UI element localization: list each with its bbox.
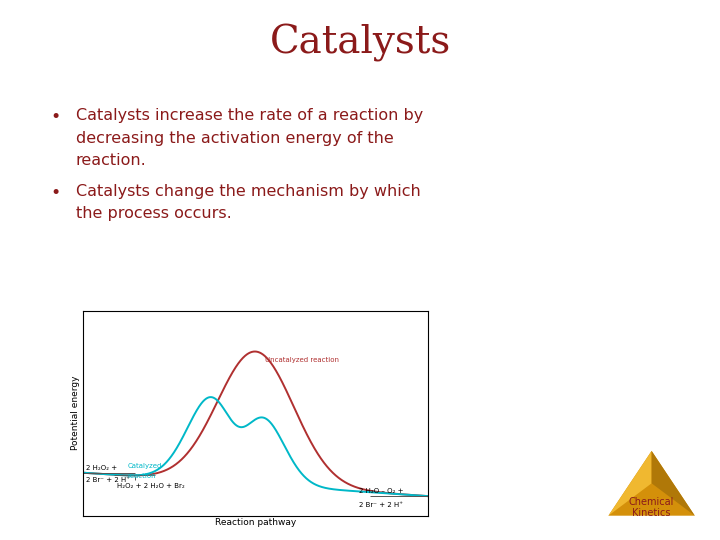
Text: •: • (50, 108, 60, 126)
Polygon shape (608, 451, 652, 516)
Text: decreasing the activation energy of the: decreasing the activation energy of the (76, 131, 393, 146)
Text: •: • (50, 184, 60, 201)
Text: Catalyzed: Catalyzed (127, 463, 162, 469)
X-axis label: Reaction pathway: Reaction pathway (215, 518, 296, 528)
Text: reaction.: reaction. (76, 153, 146, 168)
Text: Catalysts: Catalysts (269, 24, 451, 62)
Text: 2 H₂O₂ +: 2 H₂O₂ + (86, 465, 117, 471)
Y-axis label: Potential energy: Potential energy (71, 376, 80, 450)
Text: 2 Br⁻ + 2 H⁺: 2 Br⁻ + 2 H⁺ (86, 477, 130, 483)
Text: reaction: reaction (127, 473, 156, 479)
Text: Catalysts increase the rate of a reaction by: Catalysts increase the rate of a reactio… (76, 108, 423, 123)
Text: Uncatalyzed reaction: Uncatalyzed reaction (265, 357, 339, 363)
Text: Chemical
Kinetics: Chemical Kinetics (629, 497, 675, 518)
Polygon shape (652, 451, 695, 516)
Text: Catalysts change the mechanism by which: Catalysts change the mechanism by which (76, 184, 420, 199)
Text: 2 H₂O – O₂ +: 2 H₂O – O₂ + (359, 488, 404, 494)
Text: the process occurs.: the process occurs. (76, 206, 231, 221)
Text: H₂O₂ + 2 H₂O + Br₂: H₂O₂ + 2 H₂O + Br₂ (117, 483, 185, 489)
Polygon shape (608, 451, 695, 516)
Text: 2 Br⁻ + 2 H⁺: 2 Br⁻ + 2 H⁺ (359, 502, 403, 508)
